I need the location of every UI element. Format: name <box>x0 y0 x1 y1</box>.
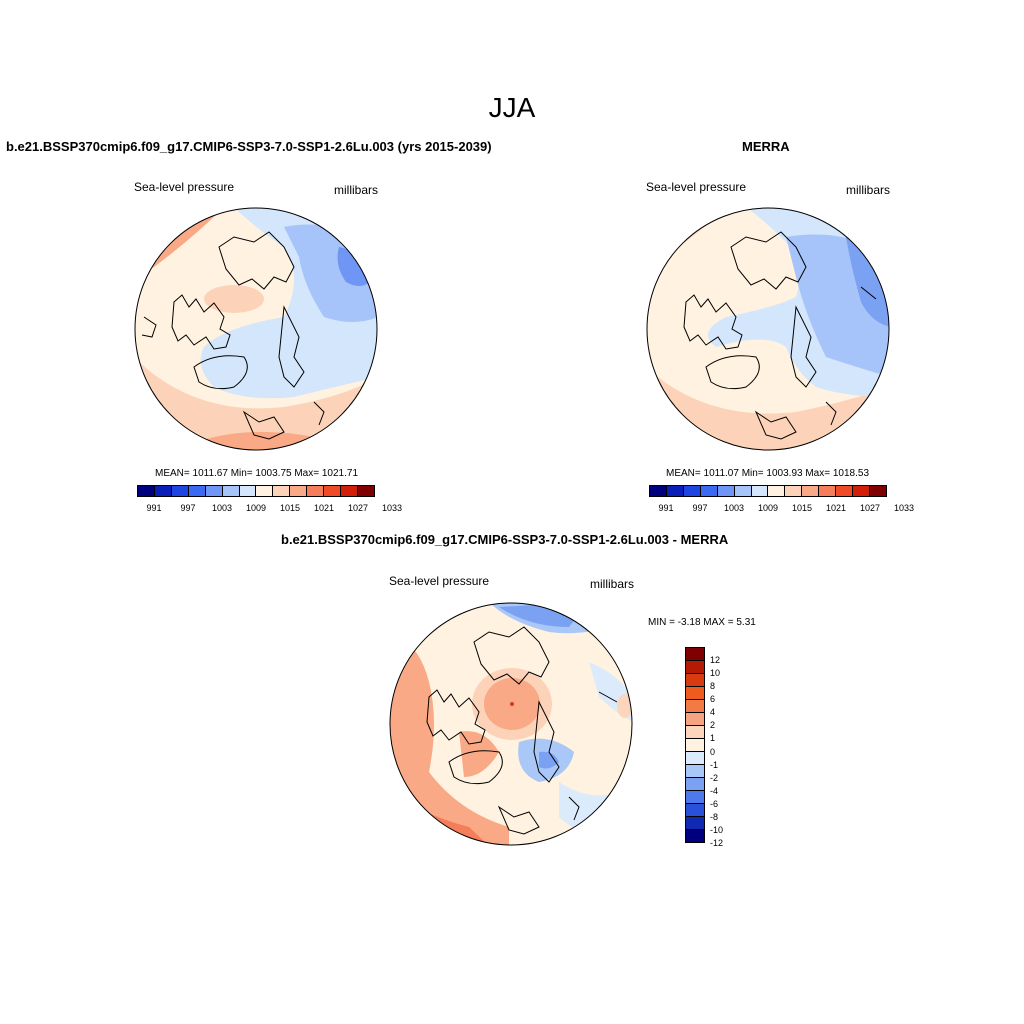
colorbar-swatch <box>290 486 308 496</box>
colorbar-tick-label: 0 <box>710 746 716 757</box>
diff-units-label: millibars <box>590 577 635 591</box>
colorbar-swatch <box>686 752 704 765</box>
diff-stats: MIN = -3.18 MAX = 5.31 <box>648 617 756 628</box>
main-title: JJA <box>488 92 536 123</box>
obs-panel-title: MERRA <box>742 139 790 154</box>
colorbar-swatch <box>700 486 718 496</box>
model-stats: MEAN= 1011.67 Min= 1003.75 Max= 1021.71 <box>155 468 359 479</box>
colorbar-swatch <box>239 486 257 496</box>
colorbar-swatch <box>273 486 291 496</box>
colorbar-swatch <box>869 486 886 496</box>
colorbar-tick-label: 8 <box>710 681 716 692</box>
colorbar-tick-label: 1021 <box>825 503 847 513</box>
colorbar-tick-label: -2 <box>710 772 719 783</box>
colorbar-swatch <box>853 486 870 496</box>
colorbar-swatch <box>683 486 701 496</box>
colorbar-tick-label: 1003 <box>723 503 745 513</box>
colorbar-swatch <box>686 739 704 752</box>
colorbar-tick-label: 1003 <box>211 503 233 513</box>
colorbar-swatch <box>256 486 274 496</box>
colorbar-swatch <box>819 486 837 496</box>
colorbar-tick-label: 10 <box>710 668 721 679</box>
colorbar-swatch <box>154 486 172 496</box>
colorbar-tick-label: 1027 <box>347 503 369 513</box>
colorbar-swatch <box>785 486 803 496</box>
colorbar-swatch <box>686 830 704 842</box>
colorbar-swatch <box>171 486 189 496</box>
colorbar-swatch <box>666 486 684 496</box>
colorbar-tick-label: 997 <box>692 503 708 513</box>
colorbar-tick-label: -1 <box>710 759 719 770</box>
diff-panel-title: b.e21.BSSP370cmip6.f09_g17.CMIP6-SSP3-7.… <box>281 532 729 547</box>
colorbar-tick-label: 991 <box>146 503 162 513</box>
colorbar-tick-label: 1015 <box>279 503 301 513</box>
colorbar-tick-label: -12 <box>710 838 724 848</box>
diff-polar-map <box>389 602 633 846</box>
model-variable-label: Sea-level pressure <box>134 180 235 194</box>
colorbar-swatch <box>686 791 704 804</box>
colorbar-swatch <box>341 486 358 496</box>
colorbar-swatch <box>686 726 704 739</box>
colorbar-swatch <box>686 778 704 791</box>
colorbar-swatch <box>686 713 704 726</box>
colorbar-swatch <box>686 648 704 661</box>
colorbar-tick-label: -10 <box>710 824 724 835</box>
colorbar-tick-label: 997 <box>180 503 196 513</box>
diff-colorbar <box>685 647 705 843</box>
colorbar-swatch <box>686 687 704 700</box>
obs-variable-label: Sea-level pressure <box>646 180 747 194</box>
colorbar-tick-label: 2 <box>710 720 716 731</box>
colorbar-tick-label: 6 <box>710 694 716 705</box>
model-panel-title: b.e21.BSSP370cmip6.f09_g17.CMIP6-SSP3-7.… <box>6 139 492 154</box>
colorbar-swatch <box>650 486 667 496</box>
colorbar-swatch <box>734 486 752 496</box>
colorbar-tick-label: -8 <box>710 811 719 822</box>
obs-units-label: millibars <box>846 183 891 197</box>
colorbar-swatch <box>686 661 704 674</box>
colorbar-swatch <box>802 486 820 496</box>
colorbar-tick-label: 1021 <box>313 503 335 513</box>
colorbar-tick-label: 1 <box>710 733 716 744</box>
colorbar-tick-label: 991 <box>658 503 674 513</box>
colorbar-swatch <box>307 486 325 496</box>
colorbar-tick-label: 1027 <box>859 503 881 513</box>
colorbar-swatch <box>357 486 374 496</box>
colorbar-tick-label: -4 <box>710 785 719 796</box>
diff-variable-label: Sea-level pressure <box>389 574 490 588</box>
colorbar-tick-label: 1033 <box>893 503 915 513</box>
model-coastlines <box>141 231 325 440</box>
colorbar-swatch <box>768 486 786 496</box>
obs-colorbar <box>649 485 887 497</box>
colorbar-swatch <box>717 486 735 496</box>
colorbar-swatch <box>751 486 769 496</box>
colorbar-tick-label: 1009 <box>757 503 779 513</box>
colorbar-swatch <box>324 486 342 496</box>
colorbar-tick-label: -6 <box>710 798 719 809</box>
obs-coastlines <box>683 231 877 440</box>
colorbar-swatch <box>686 804 704 817</box>
colorbar-swatch <box>686 765 704 778</box>
colorbar-tick-label: 1015 <box>791 503 813 513</box>
colorbar-swatch <box>686 674 704 687</box>
obs-polar-map <box>646 207 890 451</box>
colorbar-tick-label: 12 <box>710 655 721 666</box>
colorbar-swatch <box>222 486 240 496</box>
colorbar-swatch <box>138 486 155 496</box>
colorbar-tick-label: 1033 <box>381 503 403 513</box>
colorbar-swatch <box>686 700 704 713</box>
colorbar-swatch <box>205 486 223 496</box>
colorbar-swatch <box>188 486 206 496</box>
model-polar-map <box>134 207 378 451</box>
colorbar-swatch <box>836 486 854 496</box>
model-colorbar <box>137 485 375 497</box>
diff-coastlines <box>426 626 618 835</box>
colorbar-tick-label: 1009 <box>245 503 267 513</box>
colorbar-swatch <box>686 817 704 830</box>
obs-stats: MEAN= 1011.07 Min= 1003.93 Max= 1018.53 <box>666 468 870 479</box>
colorbar-tick-label: 4 <box>710 707 716 718</box>
model-units-label: millibars <box>334 183 379 197</box>
